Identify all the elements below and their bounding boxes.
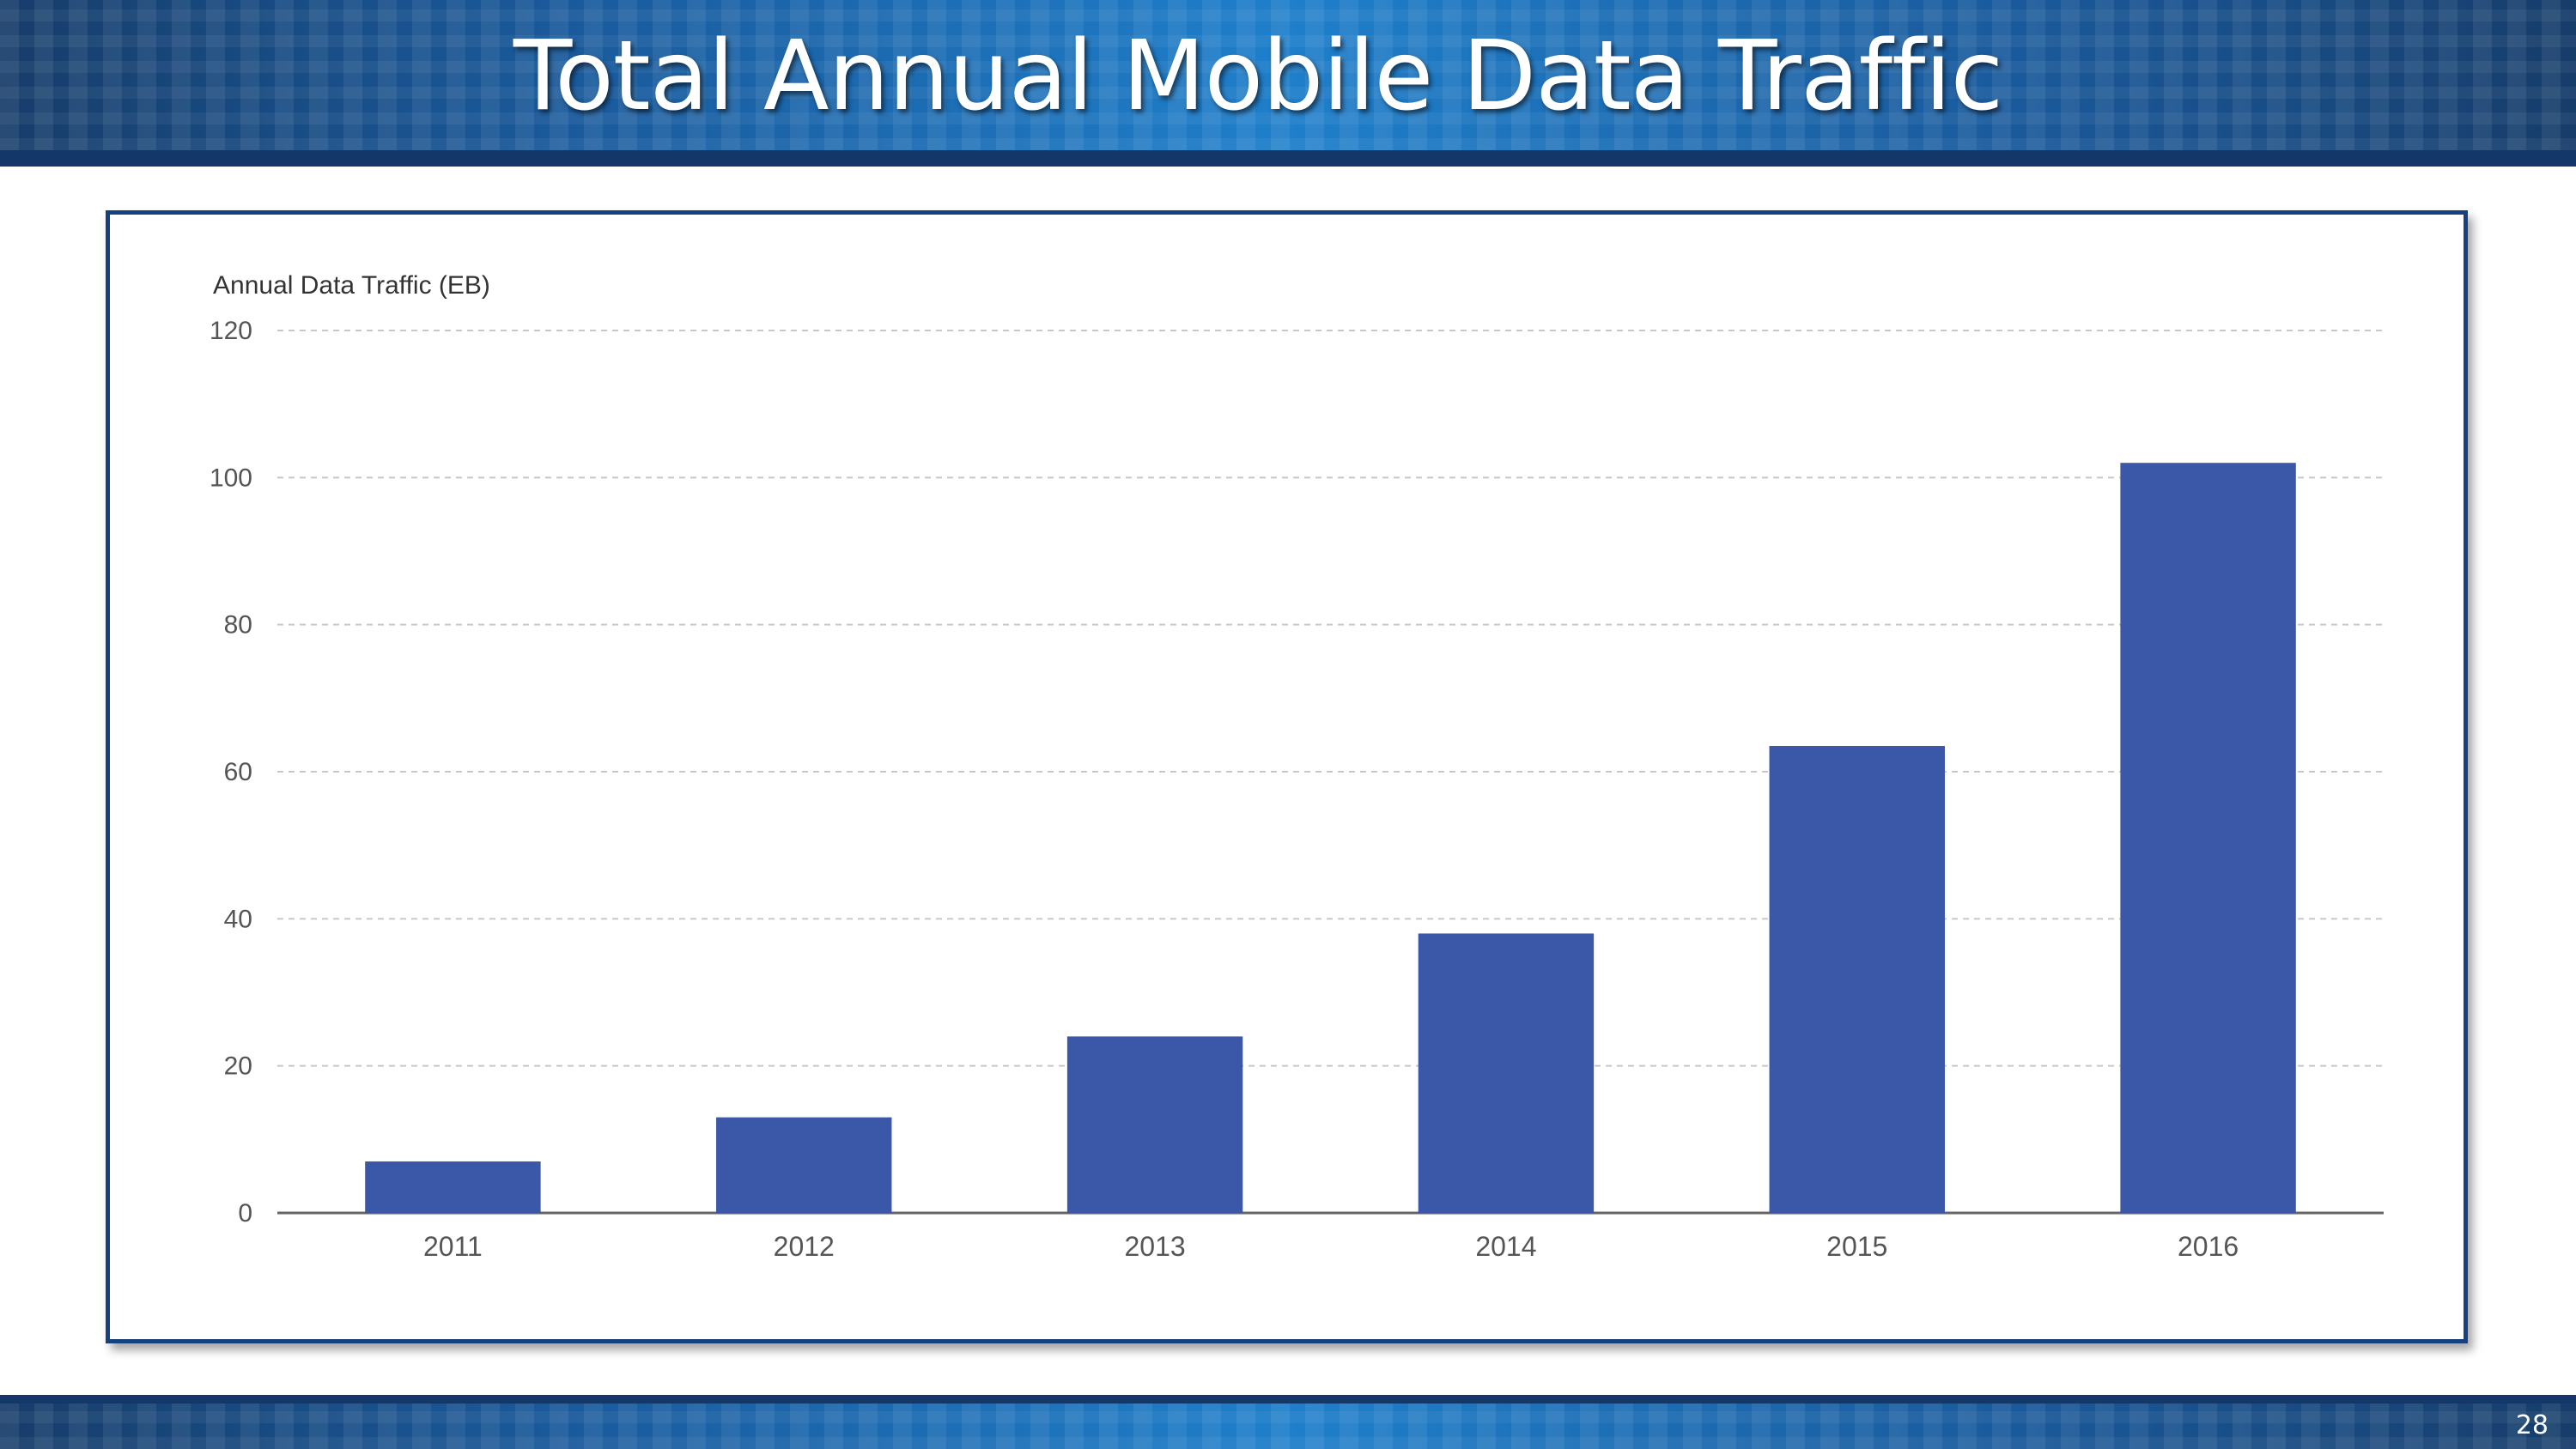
footer-banner [0, 1404, 2576, 1449]
slide-title: Total Annual Mobile Data Traffic [513, 21, 2003, 132]
y-tick-label: 80 [224, 611, 252, 640]
title-banner: Total Annual Mobile Data Traffic [0, 0, 2576, 150]
title-rule [0, 150, 2576, 167]
chart-frame: Annual Data Traffic (EB) 0 20 40 60 80 100 120 2… [106, 210, 2468, 1343]
bar-chart: Annual Data Traffic (EB) 0 20 40 60 80 100 120 2… [210, 271, 2384, 1262]
bar [1418, 933, 1595, 1213]
bars [365, 463, 2296, 1213]
grid-lines [277, 330, 2384, 1067]
x-tick-label: 2013 [1124, 1231, 1185, 1262]
bar [716, 1117, 892, 1213]
bar [1769, 746, 1945, 1213]
y-tick-label: 40 [224, 905, 252, 933]
bar [365, 1161, 541, 1213]
tick-labels: Annual Data Traffic (EB) 0 20 40 60 80 100 120 2… [210, 271, 2239, 1262]
y-tick-label: 60 [224, 758, 252, 786]
y-tick-label: 100 [210, 464, 252, 492]
footer-rule [0, 1395, 2576, 1404]
x-tick-label: 2015 [1826, 1231, 1887, 1262]
x-tick-label: 2012 [774, 1231, 835, 1262]
y-tick-label: 0 [238, 1199, 252, 1228]
x-tick-label: 2014 [1475, 1231, 1536, 1262]
x-tick-label: 2016 [2178, 1231, 2239, 1262]
x-tick-label: 2011 [423, 1231, 483, 1262]
bar [2120, 463, 2296, 1213]
y-tick-label: 20 [224, 1052, 252, 1081]
y-tick-label: 120 [210, 317, 252, 345]
y-axis-title: Annual Data Traffic (EB) [213, 271, 490, 300]
page-number: 28 [2515, 1410, 2549, 1440]
bar [1066, 1036, 1243, 1213]
